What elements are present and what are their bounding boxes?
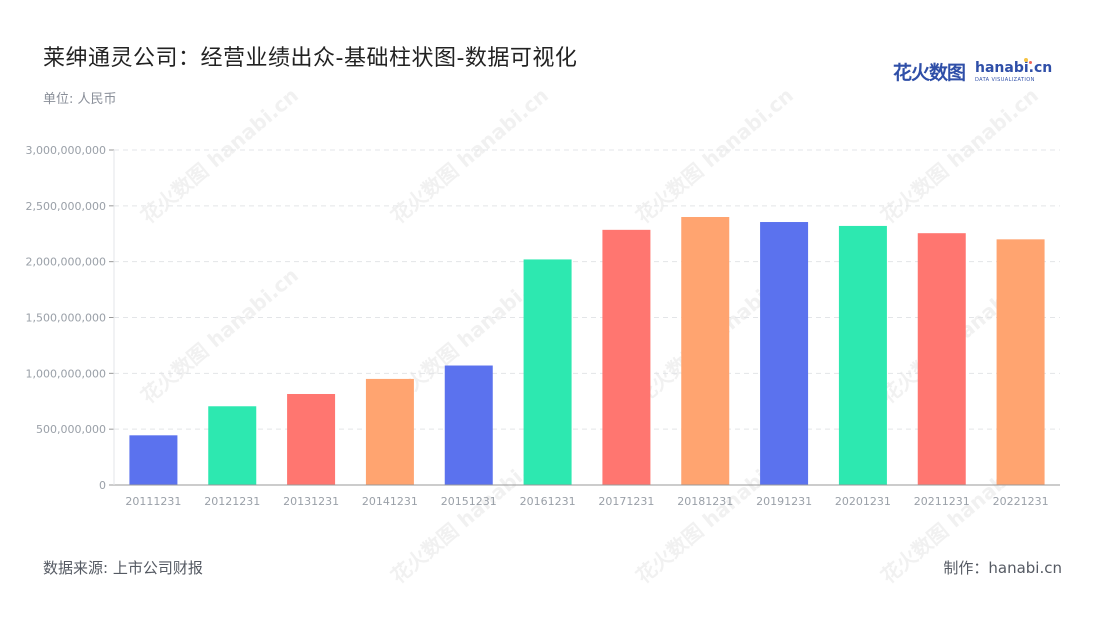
bar-20181231[interactable] <box>681 217 730 485</box>
bar-20111231[interactable] <box>129 435 178 485</box>
bar-20121231[interactable] <box>208 406 257 485</box>
x-axis-ticks: 20111231 20121231 20131231 20141231 20151231… <box>125 495 1048 508</box>
x-tick-label: 20201231 <box>835 495 891 508</box>
x-tick-label: 20141231 <box>362 495 418 508</box>
x-tick-label: 20211231 <box>914 495 970 508</box>
unit-label: 单位: 人民币 <box>43 92 117 107</box>
data-source: 数据来源: 上市公司财报 <box>43 559 203 577</box>
x-tick-label: 20121231 <box>204 495 260 508</box>
bar-20221231[interactable] <box>996 239 1045 485</box>
x-tick-label: 20191231 <box>756 495 812 508</box>
logo-dot-icon <box>1029 61 1032 64</box>
x-tick-label: 20221231 <box>993 495 1049 508</box>
bars <box>129 217 1045 485</box>
y-tick-label: 500,000,000 <box>36 423 106 436</box>
logo-sub-text: DATA VISUALIZATION <box>975 77 1035 83</box>
x-tick-label: 20131231 <box>283 495 339 508</box>
maker-credit: 制作：hanabi.cn <box>943 559 1062 577</box>
x-tick-label: 20111231 <box>125 495 181 508</box>
y-axis-ticks: 0 500,000,000 1,000,000,000 1,500,000,000 2,… <box>26 144 114 492</box>
grid-lines <box>114 149 1060 430</box>
y-tick-label: 0 <box>99 479 106 492</box>
bar-20201231[interactable] <box>838 225 887 485</box>
y-tick-label: 2,000,000,000 <box>26 256 106 269</box>
chart-title: 莱绅通灵公司：经营业绩出众-基础柱状图-数据可视化 <box>43 46 578 71</box>
y-tick-label: 1,000,000,000 <box>26 367 106 380</box>
bar-20141231[interactable] <box>365 378 414 485</box>
bar-20161231[interactable] <box>523 259 572 485</box>
logo-dot-icon <box>1024 58 1028 62</box>
x-tick-label: 20151231 <box>441 495 497 508</box>
bar-20131231[interactable] <box>287 393 336 485</box>
bar-20171231[interactable] <box>602 229 651 485</box>
logo-cn-text: 花火数图 <box>893 62 966 84</box>
bar-20191231[interactable] <box>760 222 809 485</box>
brand-logo: 花火数图 hanabi.cn DATA VISUALIZATION <box>893 58 1052 88</box>
y-tick-label: 3,000,000,000 <box>26 144 106 157</box>
y-tick-label: 2,500,000,000 <box>26 200 106 213</box>
logo-en-text: hanabi.cn <box>975 60 1053 76</box>
bar-20211231[interactable] <box>917 233 966 485</box>
bar-20151231[interactable] <box>444 365 493 485</box>
x-tick-label: 20171231 <box>598 495 654 508</box>
x-tick-label: 20181231 <box>677 495 733 508</box>
x-tick-label: 20161231 <box>520 495 576 508</box>
y-tick-label: 1,500,000,000 <box>26 312 106 325</box>
